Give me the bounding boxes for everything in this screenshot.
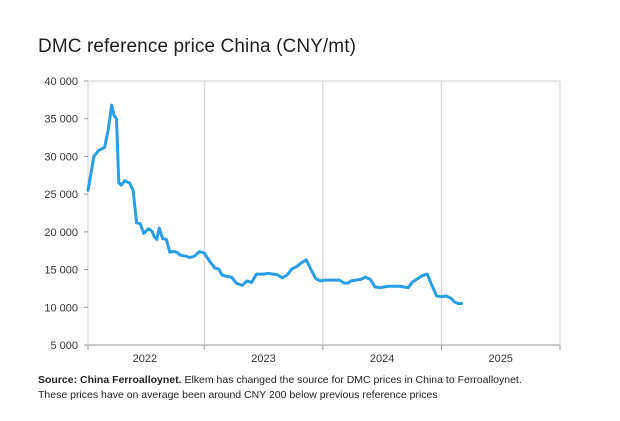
chart-title: DMC reference price China (CNY/mt) (38, 36, 357, 57)
series-line (86, 103, 464, 305)
y-tick-label: 30 000 (44, 151, 78, 163)
x-axis-ticks: 2022 2023 2024 2025 (87, 345, 561, 365)
x-tick-label: 2024 (370, 353, 394, 365)
y-tick-label: 10 000 (44, 302, 78, 314)
y-axis-ticks: 40 000 35 000 30 000 25 000 20 000 15 000 10 0… (44, 76, 88, 352)
y-tick-label: 20 000 (44, 227, 78, 239)
source-note: Source: China Ferroalloynet. Elkem has c… (38, 373, 608, 403)
x-tick-label: 2023 (251, 353, 275, 365)
source-line-2: These prices have on average been around… (38, 389, 438, 401)
grid-lines (87, 80, 561, 346)
y-tick-label: 15 000 (44, 265, 78, 277)
x-tick-label: 2025 (488, 353, 512, 365)
x-tick-label: 2022 (133, 353, 157, 365)
y-tick-label: 40 000 (44, 76, 78, 88)
y-tick-label: 25 000 (44, 189, 78, 201)
series-group (86, 103, 464, 305)
y-tick-label: 35 000 (44, 114, 78, 126)
source-label: Source: China Ferroalloynet. (38, 374, 182, 386)
source-line-1: Elkem has changed the source for DMC pri… (181, 374, 522, 386)
y-tick-label: 5 000 (50, 340, 78, 352)
